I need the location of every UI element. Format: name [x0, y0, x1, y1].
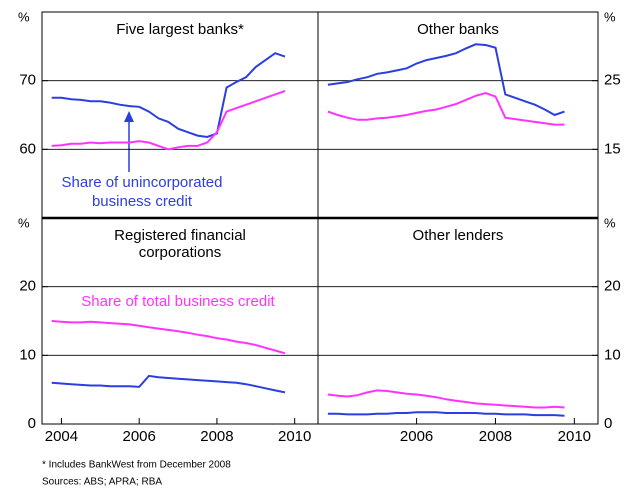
y-tick-label: 20	[19, 278, 36, 295]
footnote: * Includes BankWest from December 2008	[42, 460, 231, 471]
y-tick-label: 25	[604, 72, 621, 89]
x-tick-label: 2010	[558, 428, 591, 445]
x-tick-label: 2006	[122, 428, 155, 445]
series-line	[327, 91, 565, 126]
series-line	[51, 320, 286, 355]
y-tick-label: 0	[604, 415, 612, 432]
x-tick-label: 2010	[278, 428, 311, 445]
panel-title: Other lenders	[413, 227, 504, 244]
series-line	[51, 374, 286, 394]
y-tick-label: 15	[604, 140, 621, 157]
panel-title: Five largest banks*	[116, 21, 244, 38]
y-tick-label: 70	[19, 72, 36, 89]
x-tick-label: 2008	[479, 428, 512, 445]
panel-title: Registered financial	[114, 227, 246, 244]
series-line	[327, 411, 565, 417]
annotation: Share of unincorporated	[62, 174, 223, 191]
annotation: business credit	[92, 193, 193, 210]
x-tick-label: 2006	[400, 428, 433, 445]
y-tick-label: 10	[19, 346, 36, 363]
annotation: Share of total business credit	[81, 293, 275, 310]
y-axis-unit: %	[604, 215, 616, 230]
y-tick-label: 10	[604, 346, 621, 363]
series-line	[51, 52, 286, 139]
panel-title: corporations	[139, 244, 222, 261]
y-axis-unit: %	[604, 9, 616, 24]
annotation-arrowhead	[124, 111, 134, 122]
source: Sources: ABS; APRA; RBA	[42, 477, 162, 488]
x-tick-label: 2008	[200, 428, 233, 445]
y-tick-label: 0	[28, 415, 36, 432]
y-tick-label: 60	[19, 140, 36, 157]
y-axis-unit: %	[18, 9, 30, 24]
panel-title: Other banks	[417, 21, 499, 38]
x-tick-label: 2004	[45, 428, 78, 445]
y-axis-unit: %	[18, 215, 30, 230]
y-tick-label: 20	[604, 278, 621, 295]
series-line	[51, 90, 286, 151]
series-line	[327, 43, 565, 117]
series-line	[327, 389, 565, 409]
